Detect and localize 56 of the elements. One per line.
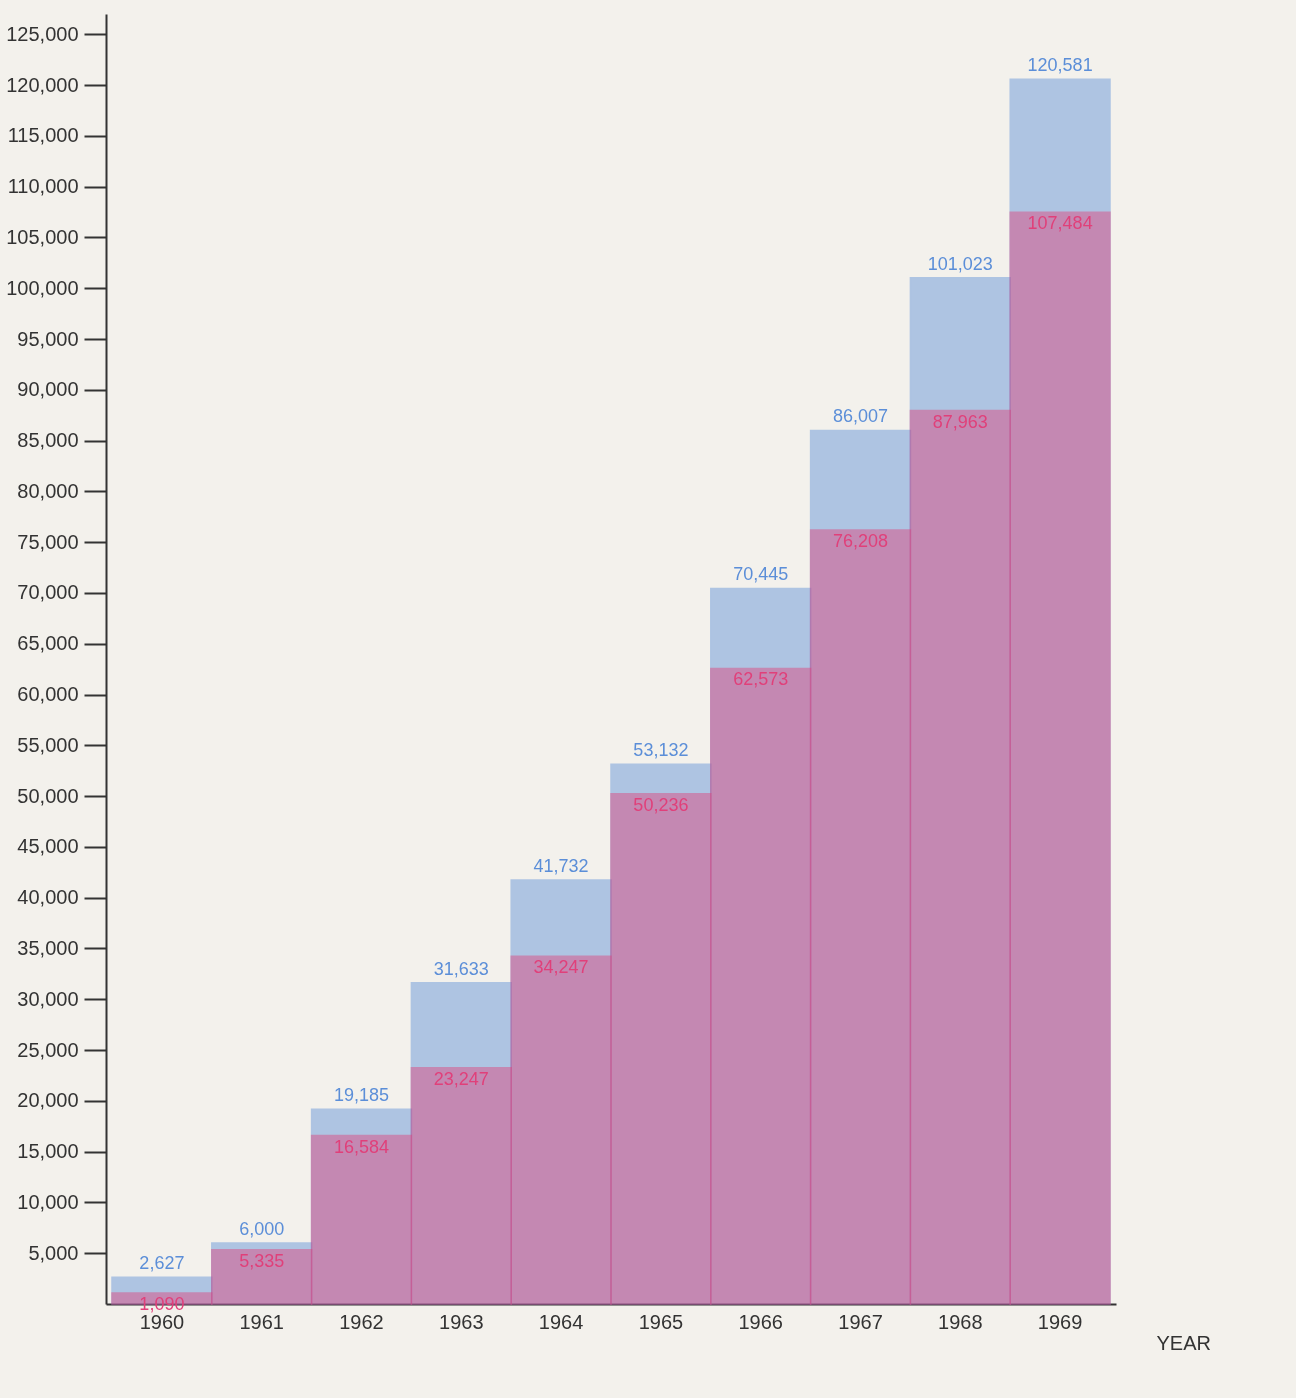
x-tick-label: 1961	[239, 1310, 284, 1333]
y-tick-label: 40,000	[17, 886, 79, 909]
data-label: 76,208	[832, 530, 889, 551]
data-label: 107,484	[1027, 213, 1093, 234]
y-tick-label: 30,000	[17, 987, 79, 1010]
y-tick-label: 35,000	[17, 936, 79, 959]
y-tick-label: 70,000	[17, 581, 79, 604]
data-label: 70,445	[733, 564, 789, 585]
y-tick-label: 115,000	[7, 124, 79, 147]
x-tick-label: 1969	[1037, 1310, 1083, 1333]
x-tick-label: 1966	[738, 1310, 783, 1333]
data-label: 62,573	[733, 669, 789, 690]
x-tick-label: 1963	[439, 1310, 484, 1333]
x-tick-label: 1964	[538, 1310, 584, 1333]
data-label: 23,247	[433, 1068, 489, 1089]
y-tick-label: 110,000	[7, 175, 79, 198]
y-tick-label: 55,000	[17, 733, 79, 756]
y-tick-label: 85,000	[17, 429, 79, 452]
data-label: 50,236	[633, 794, 689, 815]
y-tick-label: 65,000	[17, 632, 79, 655]
x-tick-label: 1968	[938, 1310, 983, 1333]
y-tick-label: 90,000	[17, 378, 79, 401]
data-label: 87,963	[932, 411, 988, 432]
data-label: 19,185	[333, 1085, 390, 1106]
y-tick-label: 75,000	[17, 530, 79, 553]
y-tick-label: 25,000	[17, 1038, 79, 1061]
y-tick-label: 95,000	[17, 327, 79, 350]
data-label: 6,000	[239, 1219, 285, 1240]
y-tick-label: 15,000	[17, 1140, 79, 1163]
y-tick-label: 10,000	[17, 1190, 79, 1213]
y-tick-label: 80,000	[17, 479, 79, 502]
bar	[510, 955, 612, 1305]
data-label: 53,132	[633, 740, 689, 761]
data-label: 86,007	[832, 406, 889, 427]
x-tick-label: 1965	[638, 1310, 684, 1333]
x-axis-title: YEAR	[1156, 1331, 1211, 1354]
data-label: 5,335	[239, 1250, 285, 1271]
y-tick-label: 50,000	[17, 784, 79, 807]
y-tick-label: 20,000	[17, 1089, 79, 1112]
data-label: 34,247	[533, 957, 589, 978]
bar	[410, 1067, 512, 1305]
data-label: 101,023	[927, 253, 993, 274]
data-label: 120,581	[1027, 55, 1093, 76]
y-tick-label: 60,000	[17, 683, 79, 706]
y-tick-label: 5,000	[28, 1241, 79, 1264]
data-label: 16,584	[333, 1136, 390, 1157]
y-tick-label: 100,000	[6, 276, 79, 299]
data-label: 41,732	[533, 856, 589, 877]
y-tick-label: 45,000	[17, 835, 79, 858]
x-tick-label: 1967	[838, 1310, 883, 1333]
y-tick-label: 125,000	[6, 22, 79, 45]
data-label: 31,633	[433, 958, 489, 979]
x-tick-label: 1962	[339, 1310, 384, 1333]
y-tick-label: 105,000	[6, 225, 79, 248]
data-label: 2,627	[139, 1253, 185, 1274]
y-tick-label: 120,000	[6, 73, 79, 96]
